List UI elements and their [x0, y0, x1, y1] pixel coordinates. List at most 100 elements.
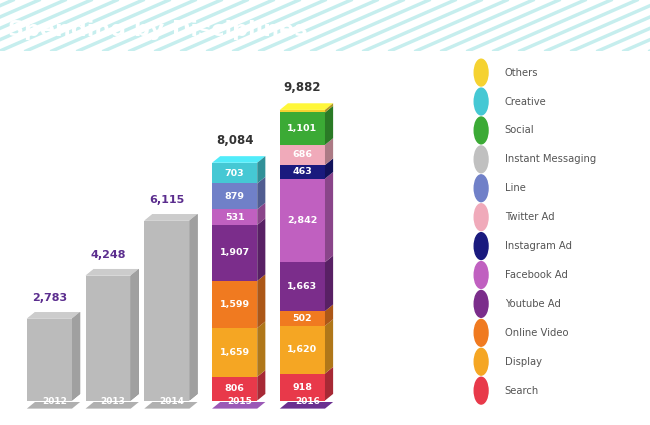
Polygon shape [280, 113, 325, 145]
Text: Creative: Creative [505, 96, 547, 107]
Polygon shape [212, 225, 257, 281]
Text: 918: 918 [292, 382, 313, 391]
Text: 2012: 2012 [42, 397, 67, 406]
Polygon shape [144, 402, 198, 408]
Text: 8,084: 8,084 [216, 134, 254, 147]
Circle shape [474, 291, 488, 317]
Polygon shape [144, 221, 189, 400]
Circle shape [474, 320, 488, 346]
Polygon shape [27, 402, 80, 408]
Text: Line: Line [505, 183, 526, 193]
Circle shape [474, 262, 488, 289]
Text: 1,599: 1,599 [220, 300, 250, 309]
Polygon shape [189, 214, 198, 400]
Text: Others: Others [505, 68, 538, 78]
Circle shape [474, 377, 488, 404]
Polygon shape [325, 106, 333, 145]
Text: Social: Social [505, 125, 534, 136]
Polygon shape [257, 177, 265, 209]
Text: 2015: 2015 [227, 397, 252, 406]
Polygon shape [280, 374, 325, 400]
Polygon shape [212, 184, 257, 209]
Text: Twitter Ad: Twitter Ad [505, 212, 554, 222]
Circle shape [474, 232, 488, 260]
Polygon shape [27, 319, 72, 400]
Text: 806: 806 [225, 384, 244, 393]
Polygon shape [257, 370, 265, 400]
Polygon shape [212, 328, 257, 377]
Polygon shape [212, 402, 265, 408]
Polygon shape [212, 156, 265, 163]
Text: 686: 686 [292, 150, 313, 159]
Text: 2,842: 2,842 [287, 216, 318, 225]
Polygon shape [212, 163, 257, 184]
Circle shape [474, 348, 488, 375]
Polygon shape [280, 178, 325, 262]
Text: 2013: 2013 [101, 397, 125, 406]
Polygon shape [86, 402, 139, 408]
Polygon shape [131, 269, 139, 400]
Polygon shape [257, 218, 265, 281]
Polygon shape [212, 377, 257, 400]
Text: 2,783: 2,783 [32, 293, 67, 303]
Polygon shape [72, 312, 80, 400]
Text: Search: Search [505, 385, 539, 396]
Text: 502: 502 [292, 314, 312, 323]
Polygon shape [257, 321, 265, 377]
Polygon shape [212, 281, 257, 328]
Polygon shape [144, 214, 198, 221]
Polygon shape [280, 165, 325, 178]
Polygon shape [86, 275, 131, 400]
Text: Youtube Ad: Youtube Ad [505, 299, 561, 309]
Polygon shape [86, 269, 139, 275]
Text: Display: Display [505, 357, 542, 367]
Polygon shape [257, 203, 265, 225]
Polygon shape [325, 367, 333, 400]
Circle shape [474, 204, 488, 231]
Polygon shape [257, 156, 265, 184]
Polygon shape [257, 275, 265, 328]
Polygon shape [280, 110, 325, 113]
Text: 4,248: 4,248 [90, 250, 126, 260]
Circle shape [474, 59, 488, 86]
Text: 2016: 2016 [295, 397, 320, 406]
Polygon shape [280, 402, 333, 408]
Polygon shape [144, 214, 198, 221]
Polygon shape [280, 326, 325, 374]
Polygon shape [325, 304, 333, 326]
Polygon shape [86, 269, 139, 275]
Polygon shape [280, 311, 325, 326]
Polygon shape [325, 159, 333, 178]
Polygon shape [27, 312, 80, 319]
Polygon shape [325, 103, 333, 113]
Text: 1,907: 1,907 [220, 249, 250, 258]
Polygon shape [189, 214, 198, 400]
Circle shape [474, 88, 488, 115]
Text: Instagram Ad: Instagram Ad [505, 241, 572, 251]
Polygon shape [131, 269, 139, 400]
Polygon shape [325, 172, 333, 262]
Polygon shape [325, 319, 333, 374]
Text: Instant Messaging: Instant Messaging [505, 154, 596, 164]
Polygon shape [280, 103, 333, 110]
Circle shape [474, 146, 488, 173]
Circle shape [474, 117, 488, 144]
Text: 531: 531 [225, 212, 244, 221]
Polygon shape [325, 255, 333, 311]
Text: 1,620: 1,620 [287, 345, 317, 354]
Text: 879: 879 [225, 192, 244, 201]
Polygon shape [325, 138, 333, 165]
Text: 1,101: 1,101 [287, 124, 317, 133]
Polygon shape [72, 312, 80, 400]
Text: 1,659: 1,659 [220, 348, 250, 357]
Text: Online Video: Online Video [505, 328, 568, 338]
Text: 6,115: 6,115 [150, 195, 185, 205]
Circle shape [474, 175, 488, 201]
Polygon shape [212, 209, 257, 225]
Text: 2014: 2014 [159, 397, 184, 406]
Text: 9,882: 9,882 [283, 81, 321, 94]
Text: Facebook Ad: Facebook Ad [505, 270, 567, 280]
Text: 463: 463 [292, 167, 312, 176]
Polygon shape [280, 145, 325, 165]
Polygon shape [27, 312, 80, 319]
